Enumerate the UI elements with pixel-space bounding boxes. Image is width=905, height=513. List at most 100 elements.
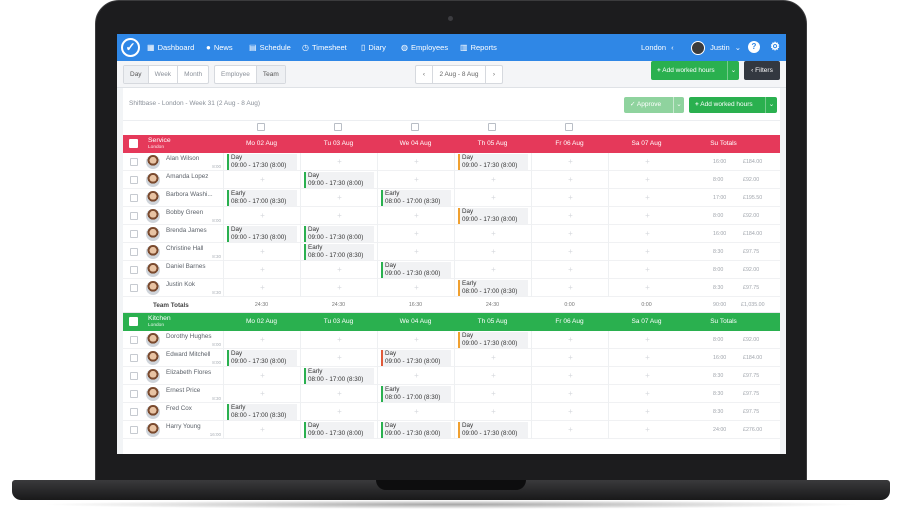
day-cell[interactable]: + [531,403,608,421]
approve-button[interactable]: ✓ Approve ⌄ [624,97,684,113]
day-cell[interactable]: + [223,243,300,261]
shift-block[interactable]: Early 08:00 - 17:00 (8:30) [227,404,297,420]
shift-block[interactable]: Day 09:00 - 17:30 (8:00) [458,208,528,224]
row-select-checkbox[interactable] [130,336,138,344]
employee-name[interactable]: Amanda Lopez [166,173,209,180]
app-logo-icon[interactable]: ✓ [121,38,140,57]
shift-block[interactable]: Day 09:00 - 17:30 (8:00) [458,332,528,348]
day-cell[interactable]: + [454,367,531,385]
day-select-checkbox[interactable] [334,123,342,131]
day-cell[interactable]: + [608,403,685,421]
day-cell[interactable]: + [608,385,685,403]
day-cell[interactable]: Day 09:00 - 17:30 (8:00) [377,349,454,367]
add-shift-icon[interactable]: + [645,247,650,256]
add-shift-icon[interactable]: + [645,229,650,238]
shift-block[interactable]: Early 08:00 - 17:00 (8:30) [304,244,374,260]
add-shift-icon[interactable]: + [568,353,573,362]
day-cell[interactable]: + [531,279,608,297]
day-cell[interactable]: + [531,261,608,279]
shift-block[interactable]: Day 09:00 - 17:30 (8:00) [227,154,297,170]
group-team-button[interactable]: Team [256,66,285,83]
day-cell[interactable]: + [454,171,531,189]
day-cell[interactable]: + [454,225,531,243]
add-shift-icon[interactable]: + [491,353,496,362]
add-shift-icon[interactable]: + [568,175,573,184]
shift-block[interactable]: Early 08:00 - 17:00 (8:30) [227,190,297,206]
shift-block[interactable]: Day 09:00 - 17:30 (8:00) [381,262,451,278]
add-shift-icon[interactable]: + [414,371,419,380]
help-icon[interactable]: ? [748,41,760,53]
row-select-checkbox[interactable] [130,408,138,416]
add-shift-icon[interactable]: + [491,389,496,398]
day-cell[interactable]: + [300,207,377,225]
date-range-label[interactable]: 2 Aug - 8 Aug [439,71,479,78]
user-menu[interactable]: Justin ⌄ [691,34,741,61]
add-shift-icon[interactable]: + [568,283,573,292]
day-cell[interactable]: + [531,385,608,403]
day-cell[interactable]: + [531,367,608,385]
shift-block[interactable]: Early 08:00 - 17:00 (8:30) [304,368,374,384]
day-cell[interactable]: + [608,153,685,171]
add-shift-icon[interactable]: + [645,157,650,166]
shift-block[interactable]: Day 09:00 - 17:30 (8:00) [381,350,451,366]
employee-name[interactable]: Bobby Green [166,209,204,216]
employee-name[interactable]: Harry Young [166,423,201,430]
day-cell[interactable]: Early 08:00 - 17:00 (8:30) [454,279,531,297]
employee-name[interactable]: Daniel Barnes [166,263,206,270]
add-shift-icon[interactable]: + [260,283,265,292]
add-shift-icon[interactable]: + [568,371,573,380]
shift-block[interactable]: Early 08:00 - 17:00 (8:30) [458,280,528,296]
add-shift-icon[interactable]: + [337,265,342,274]
day-cell[interactable]: + [531,207,608,225]
add-shift-icon[interactable]: + [645,389,650,398]
day-cell[interactable]: + [608,261,685,279]
employee-name[interactable]: Fred Cox [166,405,192,412]
add-shift-icon[interactable]: + [568,247,573,256]
employee-name[interactable]: Ernest Price [166,387,201,394]
add-shift-icon[interactable]: + [645,175,650,184]
day-cell[interactable]: + [454,403,531,421]
day-cell[interactable]: Day 09:00 - 17:30 (8:00) [223,153,300,171]
section-select-checkbox[interactable] [129,139,138,148]
row-select-checkbox[interactable] [130,284,138,292]
day-cell[interactable]: + [377,367,454,385]
shift-block[interactable]: Day 09:00 - 17:30 (8:00) [304,172,374,188]
add-shift-icon[interactable]: + [645,193,650,202]
day-cell[interactable]: Day 09:00 - 17:30 (8:00) [223,349,300,367]
day-cell[interactable]: + [608,207,685,225]
shift-block[interactable]: Early 08:00 - 17:00 (8:30) [381,386,451,402]
employee-name[interactable]: Elizabeth Flores [166,369,212,376]
day-cell[interactable]: Day 09:00 - 17:30 (8:00) [377,261,454,279]
employee-name[interactable]: Christine Hall [166,245,204,252]
shift-block[interactable]: Day 09:00 - 17:30 (8:00) [304,422,374,438]
filters-button[interactable]: ‹ Filters [744,61,780,80]
day-cell[interactable]: Day 09:00 - 17:30 (8:00) [300,171,377,189]
add-shift-icon[interactable]: + [260,265,265,274]
shift-block[interactable]: Day 09:00 - 17:30 (8:00) [227,226,297,242]
day-cell[interactable]: + [377,171,454,189]
nav-schedule[interactable]: ▤ Schedule [249,34,291,61]
add-shift-icon[interactable]: + [337,407,342,416]
day-cell[interactable]: + [223,421,300,439]
add-shift-icon[interactable]: + [491,371,496,380]
day-cell[interactable]: + [300,279,377,297]
add-shift-icon[interactable]: + [568,229,573,238]
prev-week-icon[interactable]: ‹ [416,66,433,83]
day-cell[interactable]: + [454,385,531,403]
next-week-icon[interactable]: › [485,66,502,83]
add-shift-icon[interactable]: + [645,335,650,344]
shift-block[interactable]: Day 09:00 - 17:30 (8:00) [381,422,451,438]
day-cell[interactable]: + [608,349,685,367]
day-cell[interactable]: + [300,349,377,367]
employee-name[interactable]: Edward Mitchell [166,351,211,358]
day-cell[interactable]: + [531,421,608,439]
day-cell[interactable]: + [300,331,377,349]
employee-name[interactable]: Barbora Washi... [166,191,213,198]
day-select-checkbox[interactable] [257,123,265,131]
add-worked-hours-button[interactable]: + Add worked hours ⌄ [651,61,739,80]
add-shift-icon[interactable]: + [337,157,342,166]
add-shift-icon[interactable]: + [645,353,650,362]
add-shift-icon[interactable]: + [645,407,650,416]
day-cell[interactable]: + [531,243,608,261]
day-cell[interactable]: Early 08:00 - 17:00 (8:30) [300,243,377,261]
